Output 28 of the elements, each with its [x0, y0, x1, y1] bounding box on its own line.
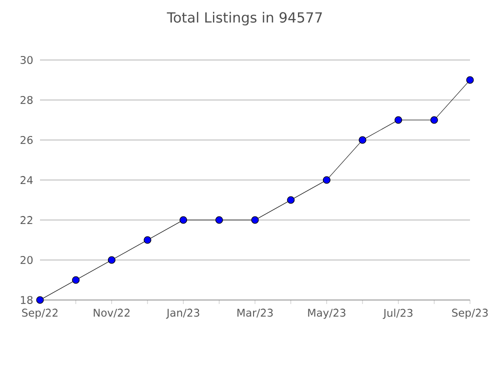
point: [466, 76, 474, 84]
point: [251, 216, 259, 224]
point: [108, 256, 116, 264]
point: [430, 116, 438, 124]
point: [72, 276, 80, 284]
point: [36, 296, 44, 304]
y-tick-label: 18: [20, 296, 33, 304]
y-tick-label: 26: [20, 136, 33, 144]
y-tick-label: 30: [20, 56, 33, 64]
point: [215, 216, 223, 224]
x-tick-label: Nov/22: [94, 308, 130, 318]
x-tick-label: Sep/22: [22, 308, 58, 319]
point: [144, 236, 152, 244]
point: [287, 196, 295, 204]
y-tick-label: 28: [20, 96, 33, 104]
point: [394, 116, 402, 124]
x-tick-label: Mar/23: [237, 308, 273, 318]
point: [322, 176, 330, 184]
point: [180, 216, 188, 224]
point: [358, 136, 366, 144]
y-tick-label: 24: [20, 176, 33, 184]
y-tick-label: 22: [20, 216, 32, 224]
x-tick-label: Jul/23: [382, 308, 412, 319]
x-tick-label: Sep/23: [452, 308, 488, 319]
x-tick-label: Jan/23: [166, 308, 200, 319]
chart-title: Total Listings in 94577: [166, 12, 322, 26]
y-tick-label: 20: [20, 256, 33, 264]
x-tick-label: May/23: [308, 308, 346, 319]
